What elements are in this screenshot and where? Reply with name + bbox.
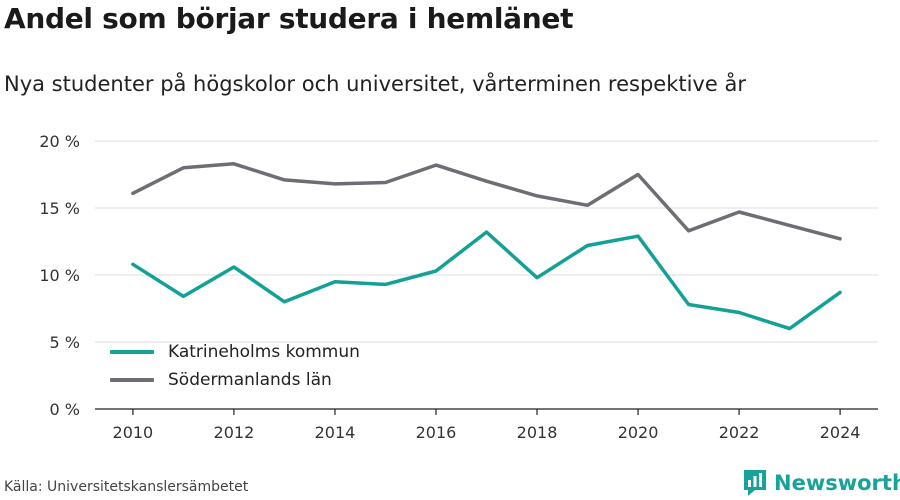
chart-title: Andel som börjar studera i hemlänet (4, 2, 574, 35)
y-tick-label: 5 % (50, 333, 80, 352)
x-tick-label: 2010 (113, 423, 154, 442)
series-line-sodermanland (131, 162, 842, 241)
x-tick-label: 2020 (618, 423, 659, 442)
y-tick-label: 0 % (50, 400, 80, 419)
chart-legend: Katrineholms kommun Södermanlands län (110, 338, 360, 394)
legend-swatch (110, 378, 154, 382)
x-tick-label: 2014 (315, 423, 356, 442)
series-line-katrineholm (131, 230, 842, 331)
y-tick-label: 10 % (39, 266, 80, 285)
x-tick-label: 2016 (416, 423, 457, 442)
chart-subtitle: Nya studenter på högskolor och universit… (4, 72, 746, 96)
legend-label: Katrineholms kommun (168, 342, 360, 362)
brand-logo: Newsworthy (742, 466, 900, 500)
y-tick-label: 15 % (39, 199, 80, 218)
brand-name: Newsworthy (774, 471, 900, 495)
legend-item-sodermanland: Södermanlands län (110, 366, 360, 394)
x-tick-label: 2018 (517, 423, 558, 442)
x-tick-label: 2012 (214, 423, 255, 442)
newsworthy-logo-icon (744, 470, 766, 496)
x-tick-label: 2024 (820, 423, 861, 442)
legend-label: Södermanlands län (168, 370, 332, 390)
legend-item-katrineholm: Katrineholms kommun (110, 338, 360, 366)
legend-swatch (110, 350, 154, 354)
source-note: Källa: Universitetskanslersämbetet (4, 479, 249, 495)
x-tick-label: 2022 (719, 423, 760, 442)
y-tick-label: 20 % (39, 132, 80, 151)
